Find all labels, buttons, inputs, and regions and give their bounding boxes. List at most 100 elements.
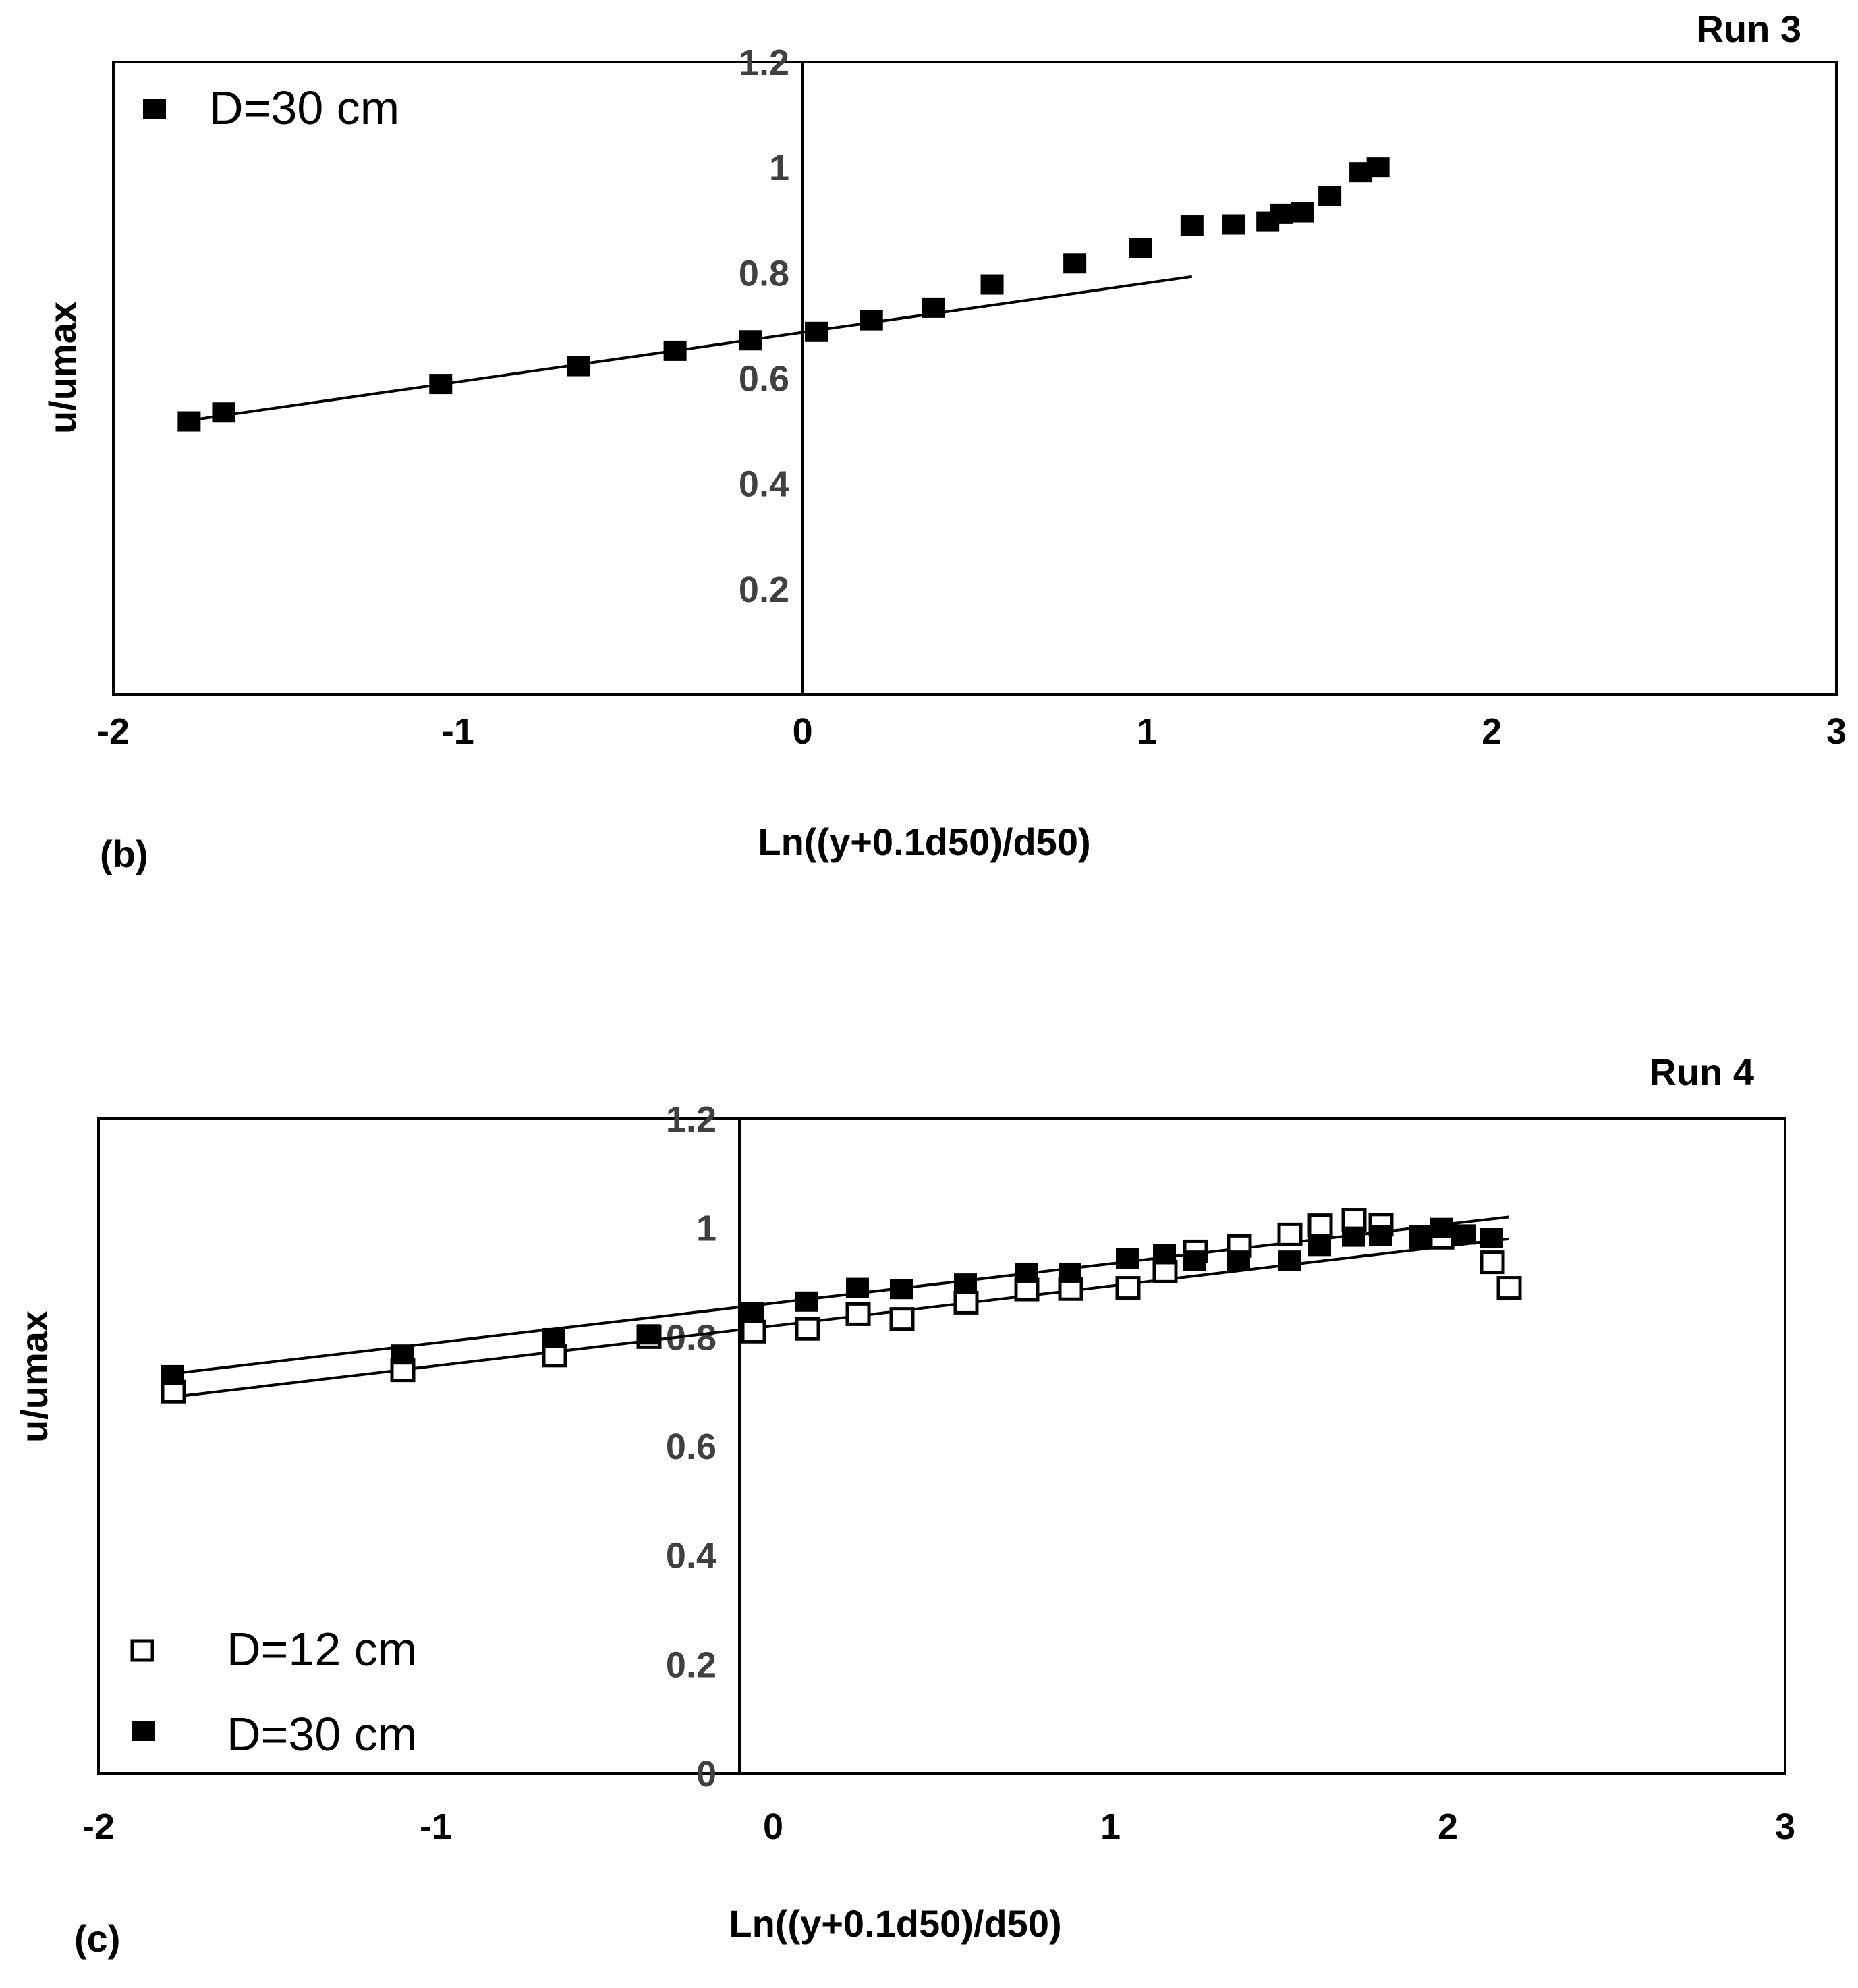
y-tick-label: 1.2 — [666, 1099, 716, 1140]
data-point-filled — [1270, 203, 1293, 224]
y-tick-label: 0.6 — [739, 359, 789, 399]
legend-marker-filled — [132, 1721, 155, 1741]
x-axis-label-b: Ln((y+0.1d50)/d50) — [758, 821, 1090, 863]
data-point-open — [1152, 1259, 1178, 1283]
data-point-filled — [1129, 238, 1152, 258]
data-point-open — [953, 1290, 979, 1315]
data-point-filled — [846, 1277, 869, 1298]
y-tick-label: 0 — [696, 1754, 716, 1794]
data-point-filled — [567, 356, 590, 377]
legend-label-d30: D=30 cm — [227, 1708, 417, 1761]
data-point-filled — [542, 1327, 565, 1348]
x-tick-label: -1 — [442, 711, 474, 752]
data-point-filled — [429, 374, 453, 395]
x-tick-label: 1 — [1137, 711, 1157, 752]
x-tick-label: -2 — [97, 711, 130, 752]
x-tick-label: 0 — [763, 1806, 783, 1847]
data-point-open — [1277, 1222, 1303, 1246]
legend-b: D=30 cm — [143, 82, 399, 134]
data-point-filled — [795, 1291, 818, 1312]
data-point-filled — [741, 1302, 764, 1323]
data-point-filled — [1222, 214, 1245, 235]
y-axis-label-b: u/umax — [41, 302, 84, 434]
legend-marker-filled — [143, 99, 166, 119]
x-tick-label: -2 — [82, 1806, 115, 1847]
plot-frame-b — [112, 61, 1838, 696]
data-point-filled — [860, 310, 883, 331]
data-point-filled — [1063, 253, 1087, 274]
data-point-filled — [1409, 1225, 1432, 1246]
data-point-open — [845, 1302, 871, 1326]
y-ticks-b: 0.2 0.4 0.6 0.8 1 1.2 — [739, 43, 789, 610]
y-ticks-c: 00.20.40.60.811.2 — [666, 1099, 716, 1794]
data-point-filled — [980, 274, 1004, 295]
y-tick-label: 1.2 — [739, 43, 789, 83]
data-point-filled — [637, 1324, 660, 1345]
data-point-filled — [1291, 202, 1314, 223]
data-point-open — [889, 1307, 915, 1331]
data-point-filled — [1366, 157, 1390, 178]
y-axis-label-c: u/umax — [13, 1310, 55, 1443]
legend-label-d12: D=12 cm — [227, 1623, 417, 1676]
y-tick-label: 0.4 — [739, 464, 789, 505]
data-point-open — [1480, 1250, 1505, 1275]
data-point-open — [542, 1344, 567, 1368]
legend-c: D=12 cm D=30 cm — [130, 1623, 417, 1761]
x-tick-label: 2 — [1438, 1806, 1458, 1847]
data-point-open — [1014, 1277, 1040, 1302]
y-tick-label: 1 — [769, 148, 789, 188]
x-tick-label: 0 — [793, 711, 813, 752]
data-point-open — [1307, 1213, 1333, 1238]
data-point-filled — [954, 1273, 977, 1294]
data-point-filled — [391, 1344, 414, 1365]
data-point-open — [1115, 1276, 1141, 1300]
data-point-filled — [1453, 1224, 1476, 1245]
data-point-filled — [1183, 1250, 1206, 1271]
data-point-filled — [1153, 1244, 1176, 1265]
legend-marker-open — [130, 1639, 154, 1662]
y-tick-label: 0.2 — [666, 1645, 716, 1685]
x-tick-label: 1 — [1100, 1806, 1121, 1847]
data-point-filled — [1308, 1236, 1331, 1257]
chart-title-c: Run 4 — [1649, 1051, 1754, 1093]
trend-line — [189, 275, 1193, 422]
fit-lines-b — [189, 275, 1193, 422]
y-tick-label: 1 — [696, 1209, 716, 1249]
x-axis-label-c: Ln((y+0.1d50)/d50) — [729, 1902, 1061, 1945]
data-point-filled — [1015, 1262, 1038, 1283]
points-c — [161, 1208, 1522, 1404]
data-point-filled — [212, 402, 235, 423]
y-tick-label: 0.2 — [739, 570, 789, 610]
data-point-open — [1496, 1276, 1522, 1300]
data-point-open — [795, 1317, 820, 1341]
data-point-filled — [1180, 215, 1204, 236]
data-point-open — [741, 1319, 766, 1344]
y-tick-label: 0.4 — [666, 1536, 716, 1576]
data-point-filled — [663, 340, 687, 361]
data-point-filled — [1369, 1225, 1392, 1246]
data-point-filled — [1278, 1250, 1301, 1271]
chart-title-b: Run 3 — [1696, 7, 1801, 50]
data-point-filled — [890, 1279, 913, 1300]
x-tick-label: 3 — [1826, 711, 1847, 752]
data-point-filled — [805, 321, 828, 342]
data-point-filled — [1342, 1226, 1365, 1247]
chart-panel-b: Run 3 (b) Ln((y+0.1d50)/d50) u/umax -2 -1… — [41, 7, 1847, 875]
data-point-filled — [177, 411, 201, 432]
data-point-filled — [922, 297, 945, 318]
legend-label-d30: D=30 cm — [209, 82, 399, 134]
chart-panel-c: Run 4 (c) Ln((y+0.1d50)/d50) u/umax -2 -1… — [13, 1051, 1795, 1960]
x-ticks-b: -2 -1 0 1 2 3 — [97, 711, 1847, 752]
x-tick-label: 3 — [1775, 1806, 1795, 1847]
data-point-filled — [1059, 1262, 1081, 1283]
data-point-filled — [1116, 1248, 1139, 1269]
data-point-filled — [1227, 1250, 1250, 1271]
panel-label-c: (c) — [74, 1917, 120, 1960]
y-tick-label: 0.6 — [666, 1427, 716, 1467]
panel-label-b: (b) — [100, 833, 148, 875]
y-tick-label: 0.8 — [739, 253, 789, 294]
x-tick-label: -1 — [420, 1806, 452, 1847]
trend-line — [172, 1237, 1509, 1399]
data-point-filled — [1480, 1228, 1503, 1249]
